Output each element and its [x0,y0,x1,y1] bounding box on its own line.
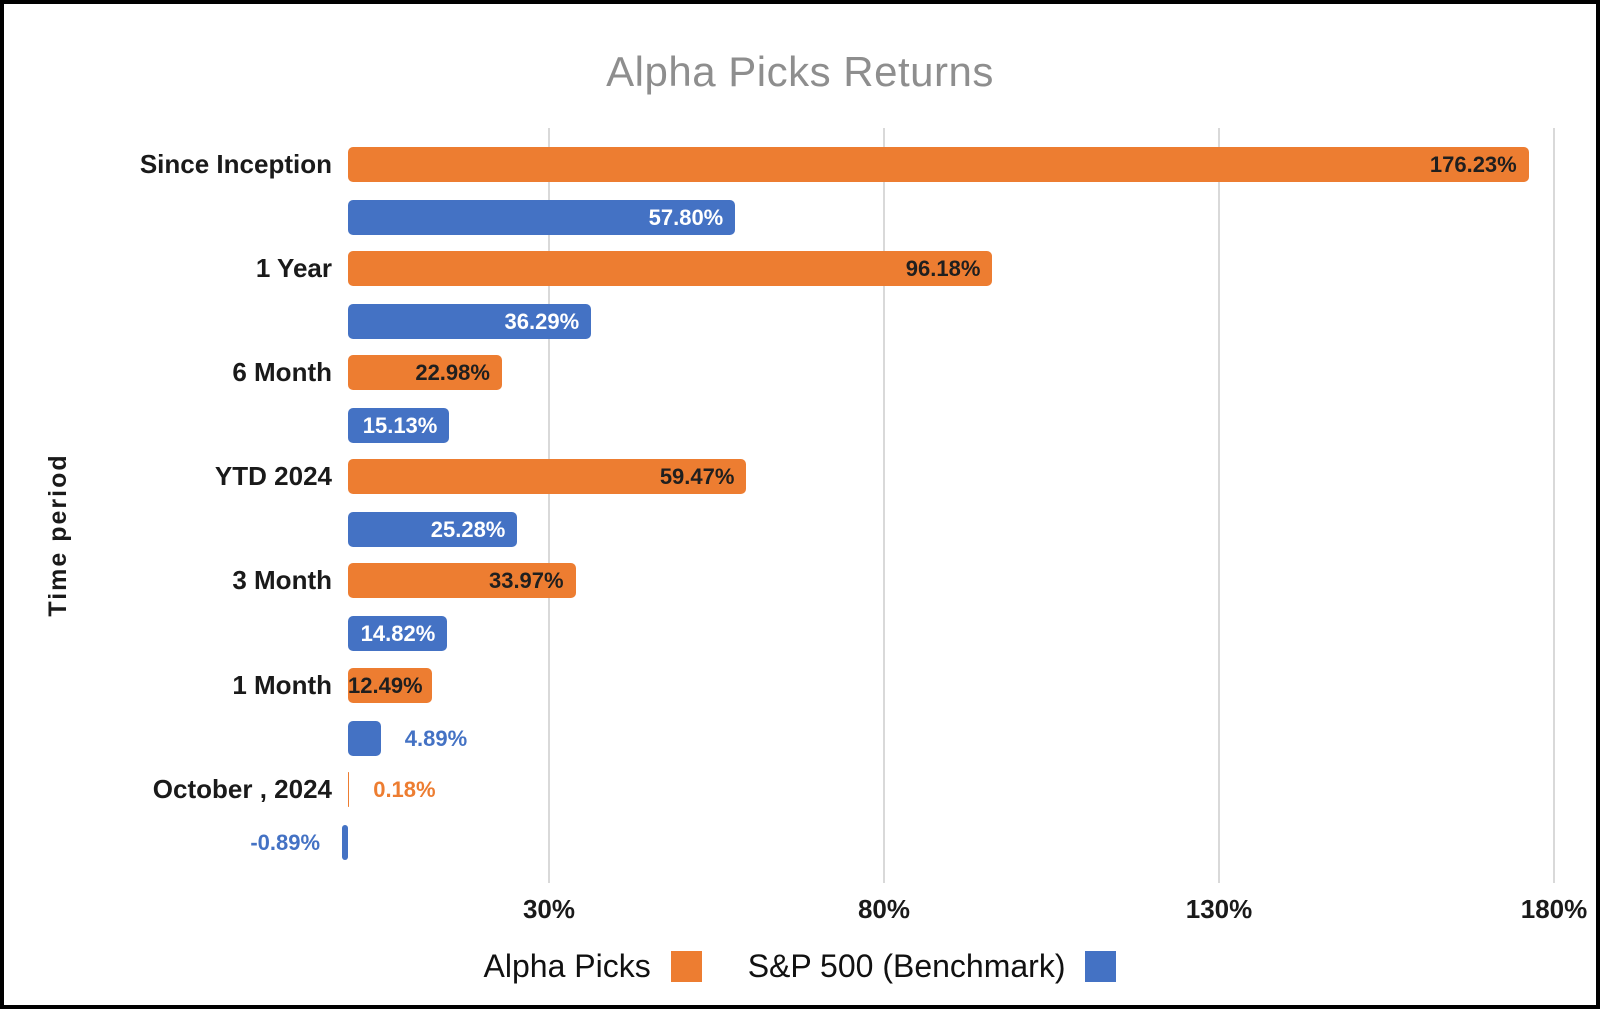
bar-value-label: 15.13% [362,412,438,438]
bar [342,824,348,860]
bar [348,407,450,443]
bar-value-label: 36.29% [504,308,580,334]
legend-swatch [1085,950,1117,982]
category-label: Since Inception [139,148,332,179]
x-tick-label: 130% [1185,894,1253,924]
bar [348,459,747,495]
bar-value-label: 14.82% [360,621,436,647]
gridline [548,128,550,883]
bar [348,563,576,599]
x-tick-label: 180% [1520,894,1588,924]
bar [348,512,518,548]
bar [348,667,432,703]
gridline [1553,128,1555,883]
legend-label: Alpha Picks [483,947,651,984]
bar-value-label: 4.89% [404,725,468,751]
legend: Alpha Picks S&P 500 (Benchmark) [4,936,1596,996]
bar [348,146,1529,182]
bar-value-label: 176.23% [1429,151,1517,177]
bar [348,616,448,652]
category-label: October , 2024 [152,773,332,804]
bar [348,354,502,390]
x-tick-label: 80% [857,894,911,924]
category-label: 3 Month [232,565,332,596]
legend-label: S&P 500 (Benchmark) [747,947,1066,984]
bar [348,199,736,235]
legend-item: Alpha Picks [484,948,702,985]
bar [348,720,381,756]
bar-value-label: 25.28% [430,517,506,543]
gridline [1218,128,1220,883]
chart-title: Alpha Picks Returns [606,48,994,95]
bar-value-label: 57.80% [648,204,724,230]
x-tick-label: 30% [522,894,576,924]
bar [348,250,993,286]
bar-value-label: 59.47% [659,464,735,490]
bar [348,771,350,807]
legend-swatch [670,950,702,982]
bar-value-label: 96.18% [905,255,981,281]
gridline [883,128,885,883]
category-label: 1 Month [232,669,332,700]
plot-area: 30% 80% 130% 180% Since Inception 176.23% 57.8… [4,4,1596,1005]
category-label: 1 Year [255,252,332,283]
bar-value-label: 12.49% [348,672,423,698]
category-label: YTD 2024 [214,461,332,492]
legend-item: S&P 500 (Benchmark) [748,948,1117,985]
bar-value-label: 33.97% [488,568,564,594]
category-label: 6 Month [232,356,332,387]
bar-value-label: 22.98% [415,359,490,385]
bar-value-label: -0.89% [250,829,321,855]
bar-value-label: 0.18% [373,776,436,802]
bar [348,303,592,339]
